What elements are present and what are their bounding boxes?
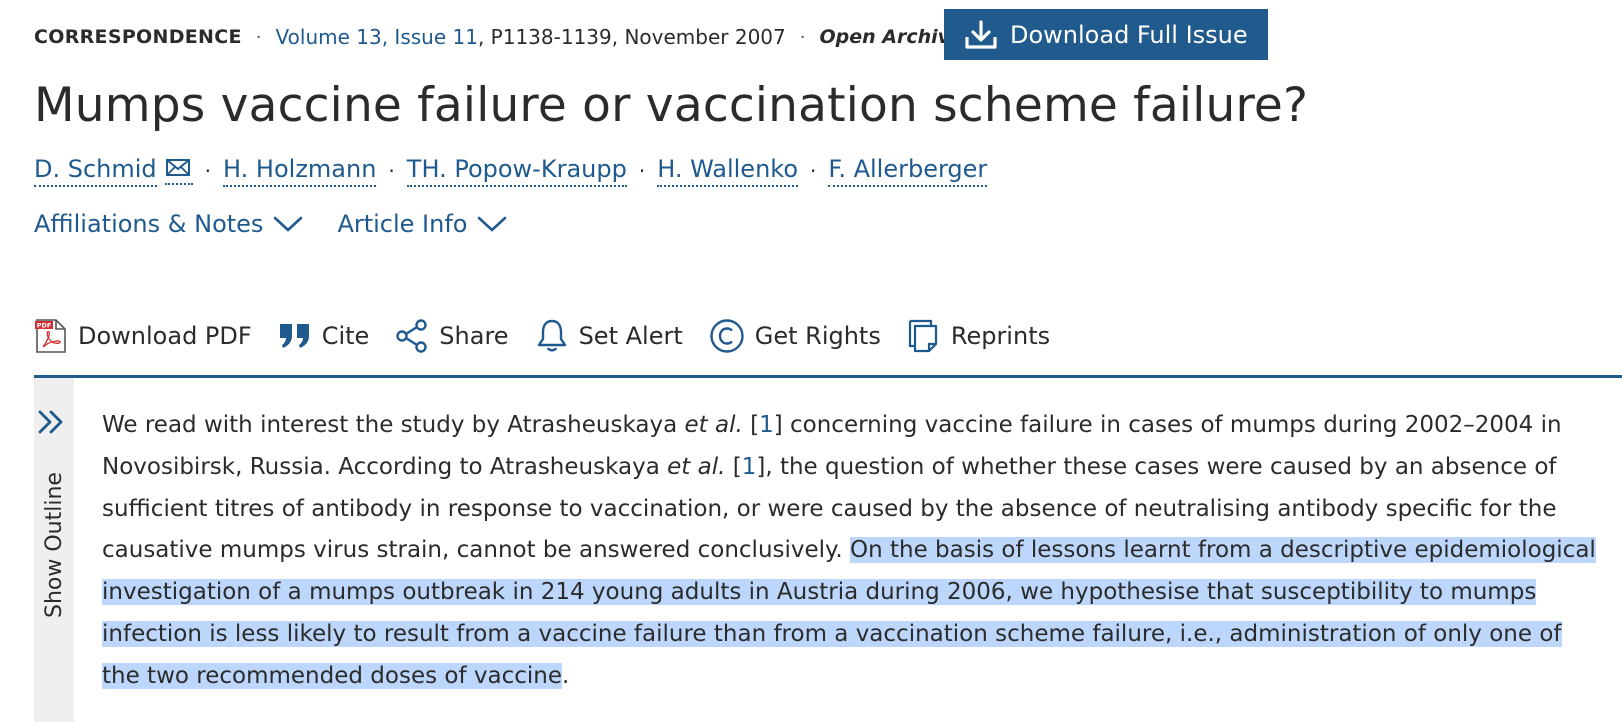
get-rights-button[interactable]: Get Rights [709, 318, 881, 354]
download-full-issue-label: Download Full Issue [1010, 20, 1248, 49]
article-toolbar: PDF Download PDF Cite Share Set Alert [34, 318, 1076, 354]
double-chevron-right-icon [38, 410, 63, 434]
article-meta: CORRESPONDENCE · Volume 13, Issue 11 , P… [34, 22, 963, 52]
copyright-icon [710, 319, 744, 353]
affiliations-label: Affiliations & Notes [34, 210, 264, 238]
article-info-toggle[interactable]: Article Info [337, 210, 507, 238]
share-icon [396, 319, 427, 353]
author-link[interactable]: H. Wallenko [657, 155, 799, 187]
author-separator: · [810, 159, 817, 183]
mail-icon[interactable] [164, 157, 193, 185]
author-separator: · [638, 159, 646, 183]
download-pdf-button[interactable]: PDF Download PDF [34, 318, 252, 354]
reprints-label: Reprints [950, 322, 1051, 350]
author-link[interactable]: H. Holzmann [223, 155, 377, 187]
et-al: et al. [667, 453, 726, 480]
volume-issue-link[interactable]: Volume 13, Issue 11 [275, 25, 478, 49]
chevron-down-icon [478, 216, 507, 232]
affiliations-toggle[interactable]: Affiliations & Notes [34, 210, 303, 238]
share-label: Share [439, 322, 509, 350]
body-text: , the question of whether these cases we… [102, 453, 1557, 564]
article-type: CORRESPONDENCE [34, 26, 242, 48]
pdf-icon: PDF [35, 319, 66, 353]
meta-separator: · [255, 26, 262, 48]
author-link[interactable]: TH. Popow-Kraupp [406, 155, 627, 187]
chevron-down-icon [274, 216, 303, 232]
author-separator: · [388, 159, 395, 183]
author-list: D. Schmid · H. Holzmann · TH. Popow-Krau… [34, 155, 988, 187]
set-alert-button[interactable]: Set Alert [535, 318, 683, 354]
bell-icon [537, 319, 566, 352]
set-alert-label: Set Alert [578, 322, 683, 350]
et-al: et al. [684, 412, 743, 438]
info-toggles: Affiliations & Notes Article Info [34, 210, 541, 238]
share-button[interactable]: Share [395, 319, 509, 353]
author-separator: · [204, 159, 212, 183]
body-text: concerning vaccine failure in cases of m… [102, 412, 1562, 480]
reference-link[interactable]: 1 [759, 412, 774, 438]
svg-text:PDF: PDF [37, 322, 52, 330]
body-text: We read with interest the study by Atras… [102, 412, 685, 438]
toolbar-divider [34, 375, 1622, 378]
show-outline-label[interactable]: Show Outline [42, 472, 67, 618]
download-icon [965, 19, 997, 49]
page-title: Mumps vaccine failure or vaccination sch… [34, 78, 1309, 133]
body-text: . [561, 662, 570, 689]
cite-button[interactable]: Cite [278, 321, 370, 351]
meta-separator: · [799, 26, 806, 48]
reprints-icon [908, 319, 937, 353]
download-full-issue-button[interactable]: Download Full Issue [944, 9, 1268, 60]
author-link[interactable]: D. Schmid [34, 155, 157, 187]
get-rights-label: Get Rights [754, 322, 881, 350]
author-link[interactable]: F. Allerberger [828, 155, 988, 187]
article-body: We read with interest the study by Atras… [102, 412, 1596, 689]
download-pdf-label: Download PDF [78, 322, 252, 350]
reprints-button[interactable]: Reprints [907, 318, 1050, 354]
show-outline-toggle[interactable] [34, 378, 74, 722]
quote-icon [279, 324, 309, 348]
reference-link[interactable]: 1 [741, 453, 757, 480]
cite-label: Cite [321, 322, 370, 350]
access-label: Open Archive [819, 26, 963, 48]
article-info-label: Article Info [337, 210, 468, 238]
pages-date: , P1138-1139, November 2007 [477, 25, 786, 49]
